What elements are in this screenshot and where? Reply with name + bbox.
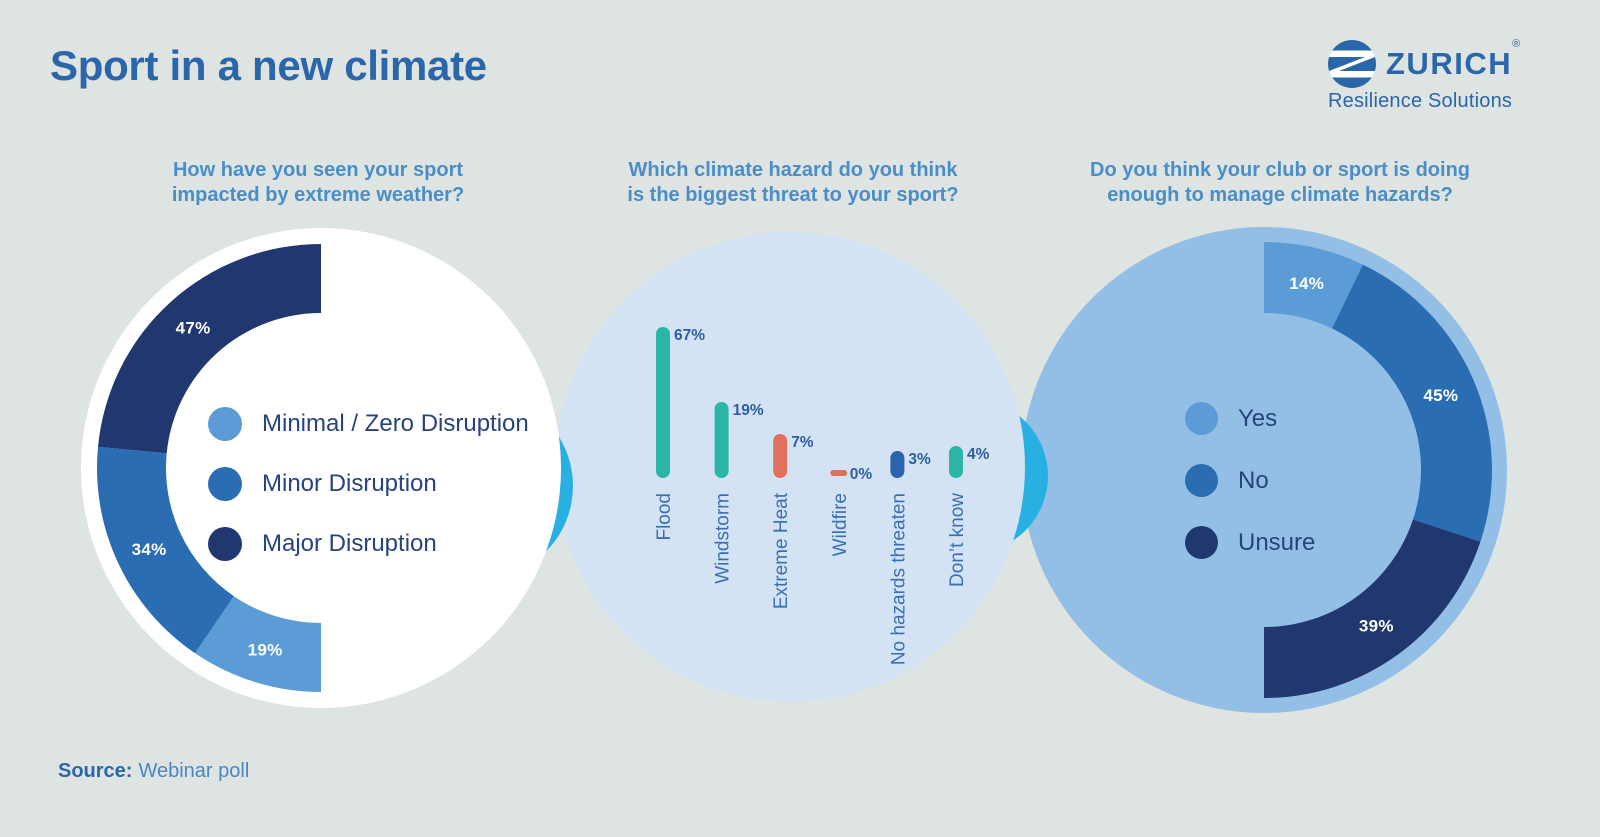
bar-category-label-don-t-know: Don’t know — [947, 493, 968, 587]
page-title: Sport in a new climate — [50, 42, 487, 89]
legend-dot-yes — [1185, 402, 1218, 435]
bar-value-label-extreme-heat: 7% — [791, 434, 814, 451]
logo-row: ZURICH® — [1328, 38, 1521, 88]
legend-item-no: No — [1185, 464, 1315, 497]
legend-impact-donut: Minimal / Zero Disruption Minor Disruptio… — [208, 407, 529, 587]
question-title-middle-line1: Which climate hazard do you think — [628, 159, 958, 181]
bar-extreme-heat — [773, 434, 788, 478]
legend-enough-donut: Yes No Unsure — [1185, 402, 1315, 588]
question-title-right-line2: enough to manage climate hazards? — [1107, 184, 1453, 206]
bar-wildfire — [830, 470, 848, 476]
legend-item-major-disruption: Major Disruption — [208, 527, 529, 561]
registered-mark: ® — [1512, 38, 1521, 50]
donut-percent-label-yes: 14% — [1289, 274, 1324, 293]
legend-dot-no — [1185, 464, 1218, 497]
bar-value-label-no-hazards-threaten: 3% — [908, 451, 931, 468]
legend-dot-unsure — [1185, 526, 1218, 559]
donut-segment-yes — [1264, 242, 1363, 329]
bar-windstorm — [714, 402, 729, 478]
legend-item-minor-disruption: Minor Disruption — [208, 467, 529, 501]
bar-value-label-don-t-know: 4% — [967, 446, 990, 463]
brand-wordmark: ZURICH — [1386, 46, 1513, 81]
donut-segment-no — [1332, 264, 1492, 542]
donut-segment-minimal-zero-disruption — [195, 596, 321, 692]
bar-value-label-windstorm: 19% — [733, 402, 764, 419]
question-title-left-line1: How have you seen your sport — [172, 159, 464, 181]
donut-segment-minor-disruption — [97, 446, 234, 654]
legend-label-no: No — [1238, 466, 1269, 494]
question-title-middle: Which climate hazard do you think is the… — [543, 158, 1043, 208]
donut-segment-major-disruption — [98, 244, 321, 454]
brand-subtitle: Resilience Solutions — [1328, 90, 1513, 112]
bar-value-label-wildfire: 0% — [850, 466, 873, 483]
legend-label-major-disruption: Major Disruption — [262, 530, 437, 557]
donut-percent-label-no: 45% — [1423, 386, 1458, 405]
hazard-chart-circle — [555, 232, 1025, 702]
question-title-left: How have you seen your sport impacted by… — [68, 158, 568, 208]
question-title-middle-line2: is the biggest threat to your sport? — [627, 184, 959, 206]
bar-category-label-extreme-heat: Extreme Heat — [771, 492, 792, 609]
legend-item-yes: Yes — [1185, 402, 1315, 435]
legend-label-minimal-zero-disruption: Minimal / Zero Disruption — [262, 410, 529, 437]
legend-label-yes: Yes — [1238, 404, 1278, 432]
question-title-right-line1: Do you think your club or sport is doing — [1090, 159, 1470, 181]
legend-item-unsure: Unsure — [1185, 526, 1315, 559]
legend-dot-minor-disruption — [208, 467, 242, 501]
source-label: Source: — [58, 760, 133, 782]
bar-no-hazards-threaten — [890, 451, 905, 478]
donut-percent-label-minor-disruption: 34% — [132, 540, 167, 559]
zurich-z-icon — [1328, 40, 1376, 88]
question-title-left-line2: impacted by extreme weather? — [171, 184, 465, 206]
legend-label-minor-disruption: Minor Disruption — [262, 470, 437, 497]
source-text: Webinar poll — [138, 760, 250, 782]
zurich-logo: ZURICH® Resilience Solutions — [1328, 38, 1521, 113]
bar-category-label-flood: Flood — [654, 493, 675, 541]
bar-value-label-flood: 67% — [674, 327, 705, 344]
bar-flood — [656, 327, 670, 478]
source-line: Source: Webinar poll — [58, 760, 249, 783]
bar-category-label-no-hazards-threaten: No hazards threaten — [888, 493, 909, 665]
bar-category-label-windstorm: Windstorm — [713, 493, 734, 584]
legend-item-minimal-zero-disruption: Minimal / Zero Disruption — [208, 407, 529, 441]
donut-percent-label-unsure: 39% — [1359, 617, 1394, 636]
donut-percent-label-major-disruption: 47% — [176, 319, 211, 338]
donut-segment-unsure — [1264, 519, 1481, 698]
donut-percent-label-minimal-zero-disruption: 19% — [248, 641, 283, 660]
legend-label-unsure: Unsure — [1238, 528, 1316, 556]
brand-wordmark-wrap: ZURICH® — [1386, 38, 1521, 88]
bar-category-label-wildfire: Wildfire — [830, 493, 851, 556]
question-title-right: Do you think your club or sport is doing… — [1030, 158, 1530, 208]
legend-dot-major-disruption — [208, 527, 242, 561]
legend-dot-minimal-zero-disruption — [208, 407, 242, 441]
bar-don-t-know — [949, 446, 963, 478]
